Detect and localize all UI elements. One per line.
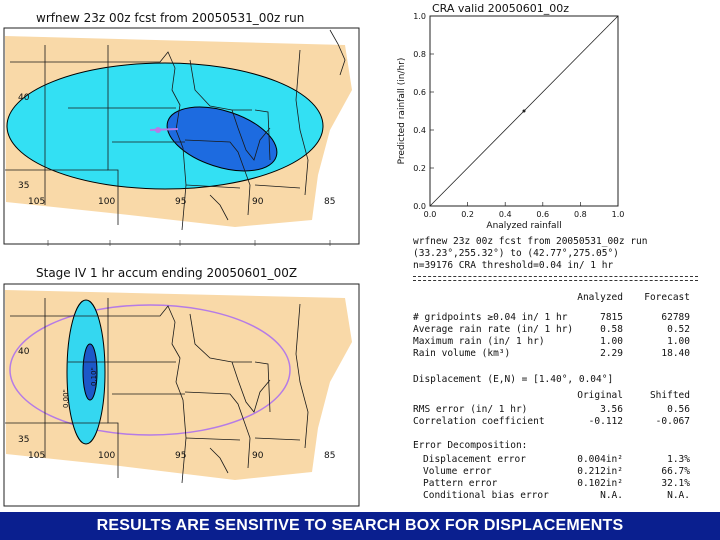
x-tick-label: 0.4 [499, 210, 512, 219]
lon-label-90: 90 [252, 197, 264, 207]
stats-row-shifted: 0.56 [667, 404, 690, 415]
col-forecast: Forecast [644, 292, 690, 303]
decomp-row-percent: N.A. [667, 490, 690, 501]
y-tick-label: 0.0 [413, 202, 426, 211]
stats-row-original: -0.112 [588, 416, 623, 427]
observed-rain-core [82, 343, 98, 401]
decomp-row-percent: 66.7% [661, 466, 690, 477]
stats-row-label: RMS error (in/ 1 hr) [413, 404, 528, 415]
conclusion-banner: RESULTS ARE SENSITIVE TO SEARCH BOX FOR … [0, 512, 720, 540]
y-tick-label: 0.2 [413, 164, 426, 173]
stats-header-line-3: n=39176 CRA threshold=0.04 in/ 1 hr [413, 260, 614, 271]
lat-label-35: 35 [18, 181, 29, 191]
x-tick-label: 1.0 [612, 210, 625, 219]
cra-statistics: wrfnew 23z 00z fcst from 20050531_00z ru… [413, 236, 713, 510]
lat-label-35: 35 [18, 435, 29, 445]
x-tick-label: 0.6 [536, 210, 549, 219]
decomp-row-value: N.A. [600, 490, 623, 501]
decomposition-title: Error Decomposition: [413, 440, 528, 451]
data-point [522, 109, 526, 113]
x-tick-label: 0.8 [574, 210, 587, 219]
decomp-row-value: 0.004in² [577, 454, 623, 465]
col-shifted: Shifted [649, 390, 690, 401]
stats-row-label: Rain volume (km³) [413, 348, 511, 359]
stats-row: Correlation coefficient -0.112 -0.067 [413, 416, 698, 427]
lon-label-100: 100 [98, 197, 115, 207]
stats-row-label: Maximum rain (in/ 1 hr) [413, 336, 545, 347]
stats-row: # gridpoints ≥0.04 in/ 1 hr 7815 62789 [413, 312, 698, 323]
decomp-row-label: Volume error [423, 466, 492, 477]
stats-row-forecast: 18.40 [661, 348, 690, 359]
decomp-row-percent: 1.3% [667, 454, 690, 465]
stats-row-label: # gridpoints ≥0.04 in/ 1 hr [413, 312, 568, 323]
chart-title: CRA valid 20050601_00z [432, 2, 569, 15]
search-box-ellipse [9, 304, 291, 436]
lon-label-100: 100 [98, 451, 115, 461]
stats-row-analyzed: 1.00 [600, 336, 623, 347]
displacement-line: Displacement (E,N) = [1.40°, 0.04°] [413, 374, 614, 385]
decomp-row-value: 0.102in² [577, 478, 623, 489]
y-tick-label: 0.8 [413, 50, 426, 59]
stats-header-line-1: wrfnew 23z 00z fcst from 20050531_00z ru… [413, 236, 648, 247]
lon-label-95: 95 [175, 197, 186, 207]
contour-label-inner: 0.10" [90, 367, 98, 386]
lon-label-95: 95 [175, 451, 186, 461]
cra-scatter-chart: CRA valid 20050601_00z 0.0 0.2 0.4 0.6 0.8 1.0… [397, 2, 625, 231]
decomp-row-label: Conditional bias error [423, 490, 549, 501]
stats-row-label: Average rain rate (in/ 1 hr) [413, 324, 574, 335]
stats-row-analyzed: 0.58 [600, 324, 623, 335]
x-tick-label: 0.2 [461, 210, 474, 219]
decomp-row: Displacement error 0.004in² 1.3% [413, 454, 698, 465]
col-analyzed: Analyzed [577, 292, 623, 303]
decomp-row-label: Displacement error [423, 454, 526, 465]
stats-row-label: Correlation coefficient [413, 416, 545, 427]
decomp-row: Volume error 0.212in² 66.7% [413, 466, 698, 477]
stats-row-forecast: 1.00 [667, 336, 690, 347]
decomp-row-label: Pattern error [423, 478, 498, 489]
stats-separator [413, 280, 698, 281]
map-title: Stage IV 1 hr accum ending 20050601_00Z [36, 266, 297, 280]
forecast-rain-core [166, 106, 278, 172]
state-borders [5, 29, 346, 231]
y-tick-label: 0.4 [413, 126, 426, 135]
lat-label-40: 40 [18, 347, 30, 357]
stats-row-original: 3.56 [600, 404, 623, 415]
lon-label-105: 105 [28, 451, 45, 461]
map-title: wrfnew 23z 00z fcst from 20050531_00z ru… [36, 11, 304, 25]
decomp-row-percent: 32.1% [661, 478, 690, 489]
observed-map: Stage IV 1 hr accum ending 20050601_00Z … [0, 258, 392, 510]
lon-label-85: 85 [324, 197, 335, 207]
decomp-row: Pattern error 0.102in² 32.1% [413, 478, 698, 489]
y-tick-label: 1.0 [413, 12, 426, 21]
stats-separator [413, 276, 698, 277]
lon-label-105: 105 [28, 197, 45, 207]
decomp-row-value: 0.212in² [577, 466, 623, 477]
stats-row-forecast: 62789 [661, 312, 690, 323]
col-original: Original [577, 390, 623, 401]
stats-row: RMS error (in/ 1 hr) 3.56 0.56 [413, 404, 698, 415]
stats-row: Maximum rain (in/ 1 hr) 1.00 1.00 [413, 336, 698, 347]
stats-row-analyzed: 2.29 [600, 348, 623, 359]
stats-row: Average rain rate (in/ 1 hr) 0.58 0.52 [413, 324, 698, 335]
state-borders [5, 298, 309, 484]
x-axis-label: Analyzed rainfall [486, 221, 561, 231]
stats-row: Rain volume (km³) 2.29 18.40 [413, 348, 698, 359]
stats-row-shifted: -0.067 [655, 416, 690, 427]
stats-row-forecast: 0.52 [667, 324, 690, 335]
forecast-map: wrfnew 23z 00z fcst from 20050531_00z ru… [0, 0, 392, 250]
lon-label-85: 85 [324, 451, 335, 461]
y-tick-label: 0.6 [413, 88, 426, 97]
stats-header-line-2: (33.23°,255.32°) to (42.77°,275.05°) [413, 248, 619, 259]
decomp-row: Conditional bias error N.A. N.A. [413, 490, 698, 501]
x-tick-label: 0.0 [424, 210, 437, 219]
contour-label-outer: 0.00" [62, 389, 70, 408]
stats-row-analyzed: 7815 [600, 312, 623, 323]
lon-label-90: 90 [252, 451, 264, 461]
y-axis-label: Predicted rainfall (in/hr) [397, 58, 407, 165]
lat-label-40: 40 [18, 93, 30, 103]
